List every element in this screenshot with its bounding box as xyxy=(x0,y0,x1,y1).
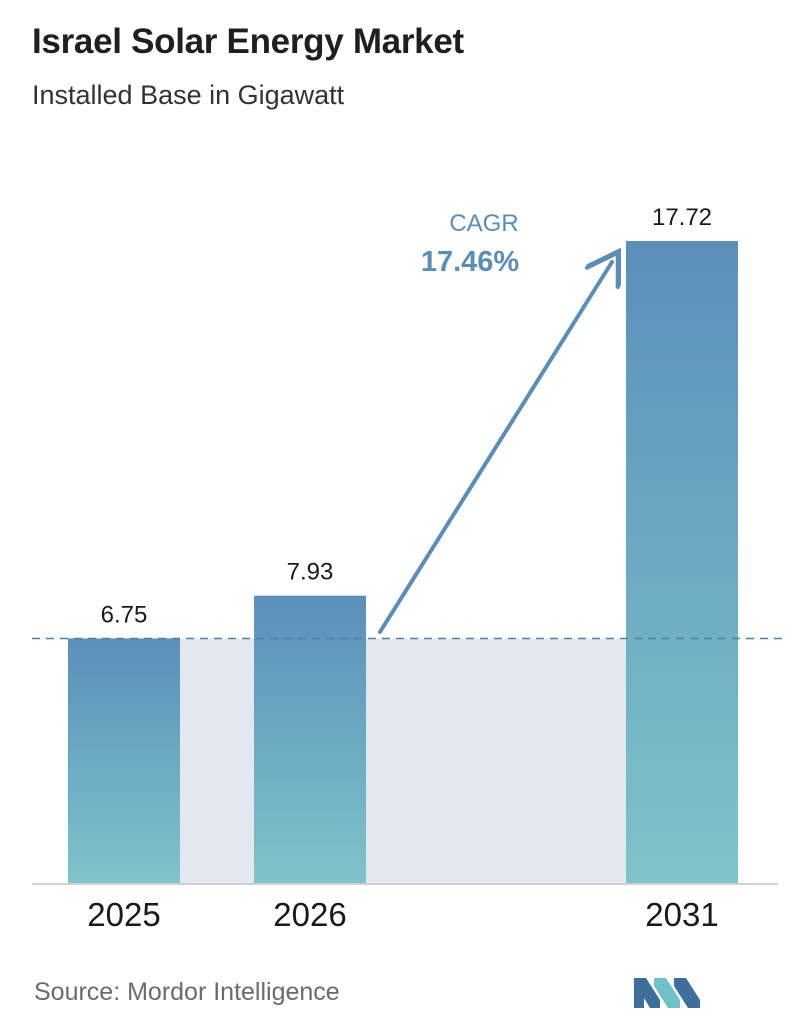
reference-band xyxy=(366,638,626,883)
bar-value-label: 7.93 xyxy=(287,559,334,586)
bar-2031 xyxy=(626,241,738,883)
bar-value-label: 17.72 xyxy=(652,204,712,231)
cagr-value: 17.46% xyxy=(421,246,520,278)
cagr-label: CAGR xyxy=(449,210,518,237)
x-tick-label-group: 2025 2026 2031 xyxy=(87,896,718,933)
chart-subtitle: Installed Base in Gigawatt xyxy=(32,80,345,110)
source-text: Source: Mordor Intelligence xyxy=(34,978,340,1006)
reference-band-group xyxy=(180,638,626,883)
bar-chart: 6.75 7.93 17.72 2025 2026 2031 CAGR 17.46% xyxy=(32,204,782,933)
reference-band xyxy=(180,638,254,883)
x-tick-label: 2026 xyxy=(273,896,346,933)
cagr-arrow xyxy=(378,262,612,634)
x-tick-label: 2025 xyxy=(87,896,160,933)
bar-2025 xyxy=(68,638,180,883)
chart-title: Israel Solar Energy Market xyxy=(32,22,464,61)
bar-value-label: 6.75 xyxy=(101,601,148,628)
x-tick-label: 2031 xyxy=(645,896,718,933)
bar-group xyxy=(68,241,738,883)
bar-2026 xyxy=(254,595,366,883)
value-label-group: 6.75 7.93 17.72 xyxy=(101,204,712,628)
mordor-intelligence-logo-icon xyxy=(634,978,700,1008)
